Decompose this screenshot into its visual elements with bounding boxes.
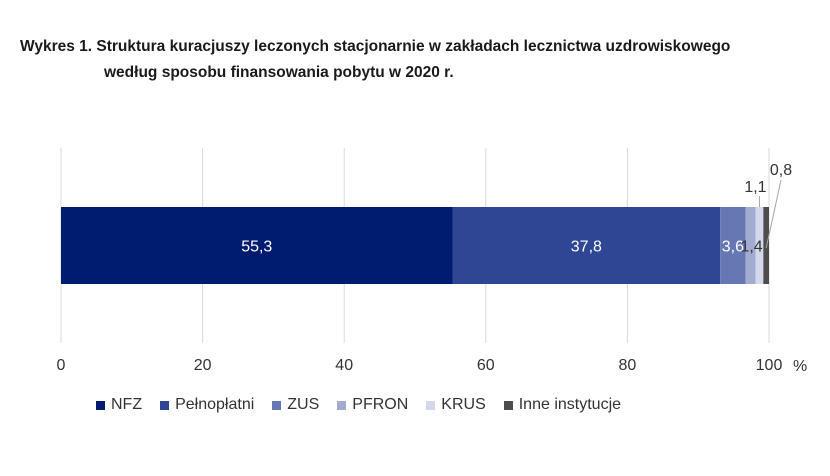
legend-label: Inne instytucje <box>518 396 622 413</box>
legend-label: PFRON <box>352 396 409 413</box>
bar-segment-pfron <box>745 207 756 284</box>
x-tick-label: 80 <box>619 357 637 374</box>
legend-item: PFRON <box>337 396 408 414</box>
legend-item: ZUS <box>272 396 319 414</box>
legend-swatch <box>96 400 105 410</box>
data-label: 0,8 <box>770 162 792 179</box>
data-label: 55,3 <box>241 239 272 256</box>
legend-item: KRUS <box>426 396 486 414</box>
x-axis-unit: % <box>793 358 807 375</box>
leader-line <box>765 179 782 249</box>
data-label: 1,4 <box>740 239 762 256</box>
legend-item: Pełnopłatni <box>160 396 254 414</box>
bar-segment-inne-instytucje <box>763 207 769 284</box>
data-label: 3,6 <box>722 239 744 256</box>
x-tick-label: 100 <box>756 357 783 374</box>
legend-label: KRUS <box>441 396 486 413</box>
chart-legend: NFZ Pełnopłatni ZUS PFRON KRUS Inne instytucj… <box>96 396 639 414</box>
legend-swatch <box>272 400 282 410</box>
x-tick-label: 0 <box>57 357 66 374</box>
bar-segment-zus <box>720 207 746 284</box>
legend-item: NFZ <box>96 396 142 414</box>
chart-title: Wykres 1. Struktura kuracjuszy leczonych… <box>20 34 820 86</box>
legend-label: ZUS <box>287 396 320 413</box>
x-tick-label: 40 <box>335 357 353 374</box>
chart-title-line1: Wykres 1. Struktura kuracjuszy leczonych… <box>20 38 731 55</box>
chart-title-line2: według sposobu finansowania pobytu w 202… <box>104 64 454 81</box>
legend-label: Pełnopłatni <box>175 396 255 413</box>
legend-swatch <box>503 400 513 410</box>
legend-swatch <box>426 400 436 410</box>
legend-swatch <box>337 400 347 410</box>
data-label: 37,8 <box>571 239 602 256</box>
data-label: 1,1 <box>744 179 766 196</box>
x-tick-label: 20 <box>194 357 212 374</box>
legend-label: NFZ <box>111 396 143 413</box>
legend-swatch <box>160 400 170 410</box>
bar-segment-nfz <box>61 207 453 284</box>
bar-segment-krus <box>755 207 764 284</box>
bar-segment-pełnopłatni <box>452 207 721 284</box>
x-tick-label: 60 <box>477 357 495 374</box>
legend-item: Inne instytucje <box>503 396 622 414</box>
